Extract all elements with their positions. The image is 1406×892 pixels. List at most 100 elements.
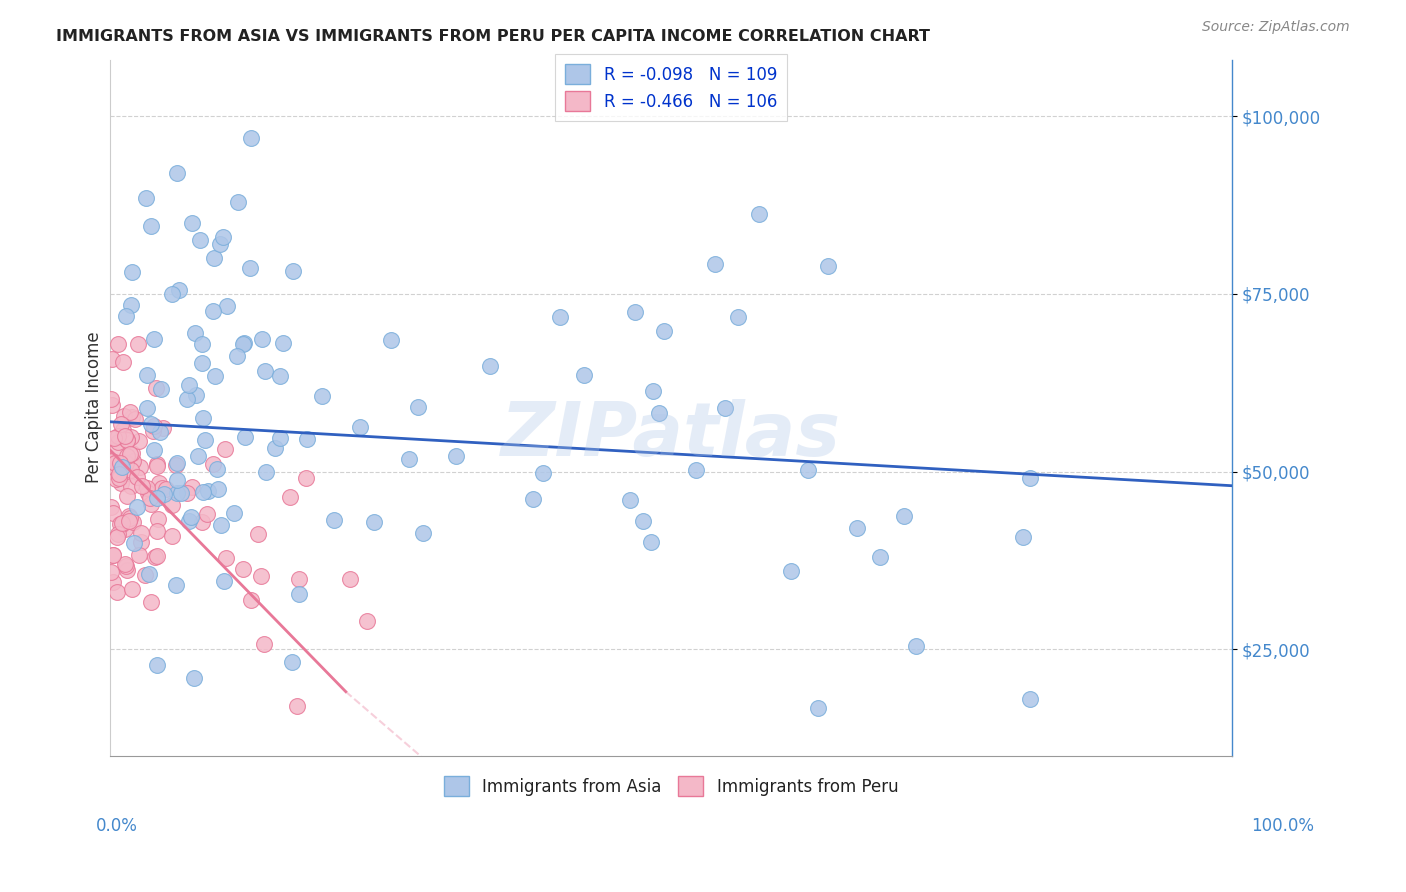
Point <box>142 443 165 458</box>
Point <box>107 429 129 443</box>
Point <box>121 445 143 459</box>
Point <box>727 310 749 325</box>
Point <box>796 462 818 476</box>
Point <box>194 433 217 447</box>
Point <box>155 482 177 496</box>
Point <box>115 456 138 470</box>
Point <box>522 492 544 507</box>
Point <box>349 420 371 434</box>
Point <box>287 572 309 586</box>
Point <box>356 614 378 628</box>
Point <box>150 382 173 396</box>
Point <box>111 460 134 475</box>
Point <box>269 431 291 445</box>
Point <box>1012 530 1035 544</box>
Point <box>222 506 245 520</box>
Point <box>748 207 770 221</box>
Point <box>869 550 891 565</box>
Point <box>111 516 134 531</box>
Point <box>253 637 276 651</box>
Point <box>252 332 274 346</box>
Point <box>114 428 136 442</box>
Point <box>160 287 183 301</box>
Point <box>273 335 295 350</box>
Point <box>188 233 211 247</box>
Point <box>115 434 138 448</box>
Point <box>214 574 236 589</box>
Text: Source: ZipAtlas.com: Source: ZipAtlas.com <box>1202 20 1350 34</box>
Point <box>311 389 333 403</box>
Point <box>112 409 135 423</box>
Point <box>176 486 198 500</box>
Point <box>142 332 165 346</box>
Point <box>652 324 675 338</box>
Point <box>191 410 214 425</box>
Point <box>100 500 122 514</box>
Point <box>112 355 135 369</box>
Point <box>125 470 148 484</box>
Point <box>105 585 128 599</box>
Point <box>145 381 167 395</box>
Point <box>129 526 152 541</box>
Point <box>135 482 157 496</box>
Point <box>184 326 207 340</box>
Point <box>148 475 170 490</box>
Point <box>233 430 256 444</box>
Point <box>118 514 141 528</box>
Point <box>398 451 420 466</box>
Point <box>807 701 830 715</box>
Point <box>166 166 188 180</box>
Point <box>278 490 301 504</box>
Point <box>100 464 122 478</box>
Point <box>893 509 915 524</box>
Point <box>263 441 285 455</box>
Point <box>195 508 218 522</box>
Point <box>141 417 163 431</box>
Point <box>214 442 236 457</box>
Point <box>183 671 205 685</box>
Point <box>141 595 163 609</box>
Point <box>120 511 142 525</box>
Point <box>226 194 249 209</box>
Point <box>191 485 214 500</box>
Point <box>165 578 187 592</box>
Point <box>120 298 142 312</box>
Point <box>128 549 150 563</box>
Point <box>111 516 134 530</box>
Point <box>110 476 132 491</box>
Point <box>103 431 125 445</box>
Point <box>135 191 157 205</box>
Point <box>254 364 277 378</box>
Point <box>406 401 429 415</box>
Point <box>187 449 209 463</box>
Point <box>779 564 801 578</box>
Point <box>208 237 231 252</box>
Point <box>108 467 131 482</box>
Point <box>122 536 145 550</box>
Point <box>165 458 187 472</box>
Point <box>114 522 136 536</box>
Point <box>905 639 928 653</box>
Point <box>648 407 671 421</box>
Point <box>240 593 263 607</box>
Point <box>478 359 501 374</box>
Point <box>125 500 148 515</box>
Point <box>143 549 166 564</box>
Point <box>127 336 149 351</box>
Point <box>240 130 263 145</box>
Point <box>204 368 226 383</box>
Point <box>101 548 124 562</box>
Point <box>295 432 318 446</box>
Point <box>114 557 136 571</box>
Point <box>114 309 136 323</box>
Point <box>101 453 124 467</box>
Point <box>100 392 122 406</box>
Point <box>1019 471 1042 485</box>
Point <box>101 548 124 562</box>
Point <box>107 471 129 485</box>
Point <box>142 424 165 438</box>
Point <box>128 434 150 449</box>
Point <box>412 526 434 541</box>
Point <box>232 337 254 351</box>
Point <box>120 478 142 492</box>
